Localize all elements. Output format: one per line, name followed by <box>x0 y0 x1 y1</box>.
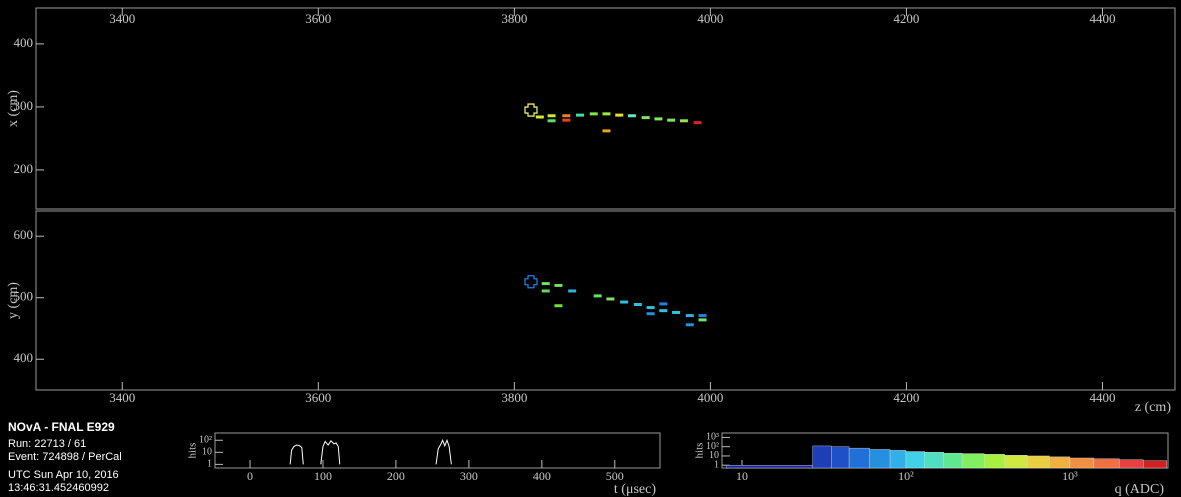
hit <box>562 119 570 122</box>
y-axis-label: hits <box>694 443 706 459</box>
charge-bin <box>831 447 849 468</box>
x-tick-label: 10³ <box>1062 469 1078 483</box>
x-tick-label: 3400 <box>109 11 135 26</box>
x-tick-label: 4000 <box>697 11 723 26</box>
charge-bin <box>984 454 1004 468</box>
hit <box>568 289 576 292</box>
hit <box>686 314 694 317</box>
hit <box>554 284 562 287</box>
y-tick-label: 10³ <box>706 432 719 443</box>
hit <box>548 114 556 117</box>
charge-bin <box>944 453 962 468</box>
hit <box>562 114 570 117</box>
y-tick-label: 10² <box>199 435 212 446</box>
hit <box>647 306 655 309</box>
charge-bin <box>813 446 831 468</box>
charge-bin <box>1094 459 1119 468</box>
x-tick-label: 400 <box>533 469 551 483</box>
hit <box>548 119 556 122</box>
x-tick-label: 4400 <box>1089 390 1115 405</box>
x-tick-label: 4400 <box>1089 11 1115 26</box>
experiment-title: NOvA - FNAL E929 <box>8 420 115 434</box>
x-tick-label: 4000 <box>697 390 723 405</box>
page: NOvA - FNAL E929 Run: 22713 / 61 Event: … <box>0 0 1181 497</box>
hit <box>694 121 702 124</box>
hit <box>680 119 688 122</box>
hit <box>634 303 642 306</box>
hit <box>620 301 628 304</box>
x-tick-label: 200 <box>387 469 405 483</box>
x-tick-label: 0 <box>247 469 253 483</box>
x-tick-label: 10 <box>736 469 748 483</box>
hit <box>642 116 650 119</box>
charge-bin <box>1005 455 1028 468</box>
plot-frame <box>36 211 1175 390</box>
hit <box>659 302 667 305</box>
x-tick-label: 3600 <box>305 390 331 405</box>
x-axis-label: t (μsec) <box>614 482 656 497</box>
y-tick-label: 200 <box>14 161 34 176</box>
charge-bin <box>906 452 925 468</box>
charge-bin <box>1049 457 1069 468</box>
x-tick-label: 3800 <box>501 390 527 405</box>
x-tick-label: 3600 <box>305 11 331 26</box>
hit <box>576 114 584 117</box>
charge-bin <box>870 449 890 468</box>
charge-bin <box>726 465 813 468</box>
hit <box>602 129 610 132</box>
x-axis-label: q (ADC) <box>1115 482 1165 497</box>
hit <box>654 117 662 120</box>
y-tick-label: 600 <box>14 227 34 242</box>
hit <box>594 294 602 297</box>
x-tick-label: 4200 <box>893 11 919 26</box>
plot-frame <box>36 8 1175 209</box>
hit <box>602 112 610 115</box>
hit <box>590 112 598 115</box>
hit <box>628 114 636 117</box>
date-info: UTC Sun Apr 10, 2016 <box>8 469 119 481</box>
hit <box>686 323 694 326</box>
x-tick-label: 3400 <box>109 390 135 405</box>
time-info: 13:46:31.452460992 <box>8 482 109 494</box>
charge-bin <box>890 450 906 468</box>
hit <box>536 116 544 119</box>
charge-bin <box>1143 461 1167 468</box>
x-tick-label: 10² <box>898 469 914 483</box>
hit <box>615 114 623 117</box>
charge-bin <box>1027 456 1049 468</box>
hit <box>542 282 550 285</box>
y-axis-label: y (cm) <box>6 282 21 319</box>
y-tick-label: 10 <box>202 447 212 458</box>
y-axis-label: hits <box>187 443 199 459</box>
run-info: Run: 22713 / 61 <box>8 438 86 450</box>
hit <box>672 311 680 314</box>
y-tick-label: 400 <box>14 350 34 365</box>
charge-bin <box>1119 460 1143 468</box>
hit <box>659 309 667 312</box>
hit <box>699 318 707 321</box>
hit <box>542 289 550 292</box>
event-info: Event: 724898 / PerCal <box>8 451 122 463</box>
x-axis-label: z (cm) <box>1135 400 1171 415</box>
x-tick-label: 500 <box>606 469 624 483</box>
y-tick-label: 1 <box>207 459 212 470</box>
hit <box>667 119 675 122</box>
charge-bin <box>962 454 984 468</box>
hit <box>606 297 614 300</box>
hit <box>699 314 707 317</box>
x-tick-label: 100 <box>314 469 332 483</box>
hit <box>554 304 562 307</box>
charge-bin <box>1070 458 1094 468</box>
charge-bin <box>849 448 869 468</box>
y-tick-label: 400 <box>14 35 34 50</box>
x-tick-label: 3800 <box>501 11 527 26</box>
x-tick-label: 300 <box>460 469 478 483</box>
y-axis-label: x (cm) <box>6 90 21 127</box>
x-tick-label: 4200 <box>893 390 919 405</box>
hit <box>647 312 655 315</box>
event-display: NOvA - FNAL E929 Run: 22713 / 61 Event: … <box>0 0 1181 497</box>
charge-bin <box>925 452 944 468</box>
